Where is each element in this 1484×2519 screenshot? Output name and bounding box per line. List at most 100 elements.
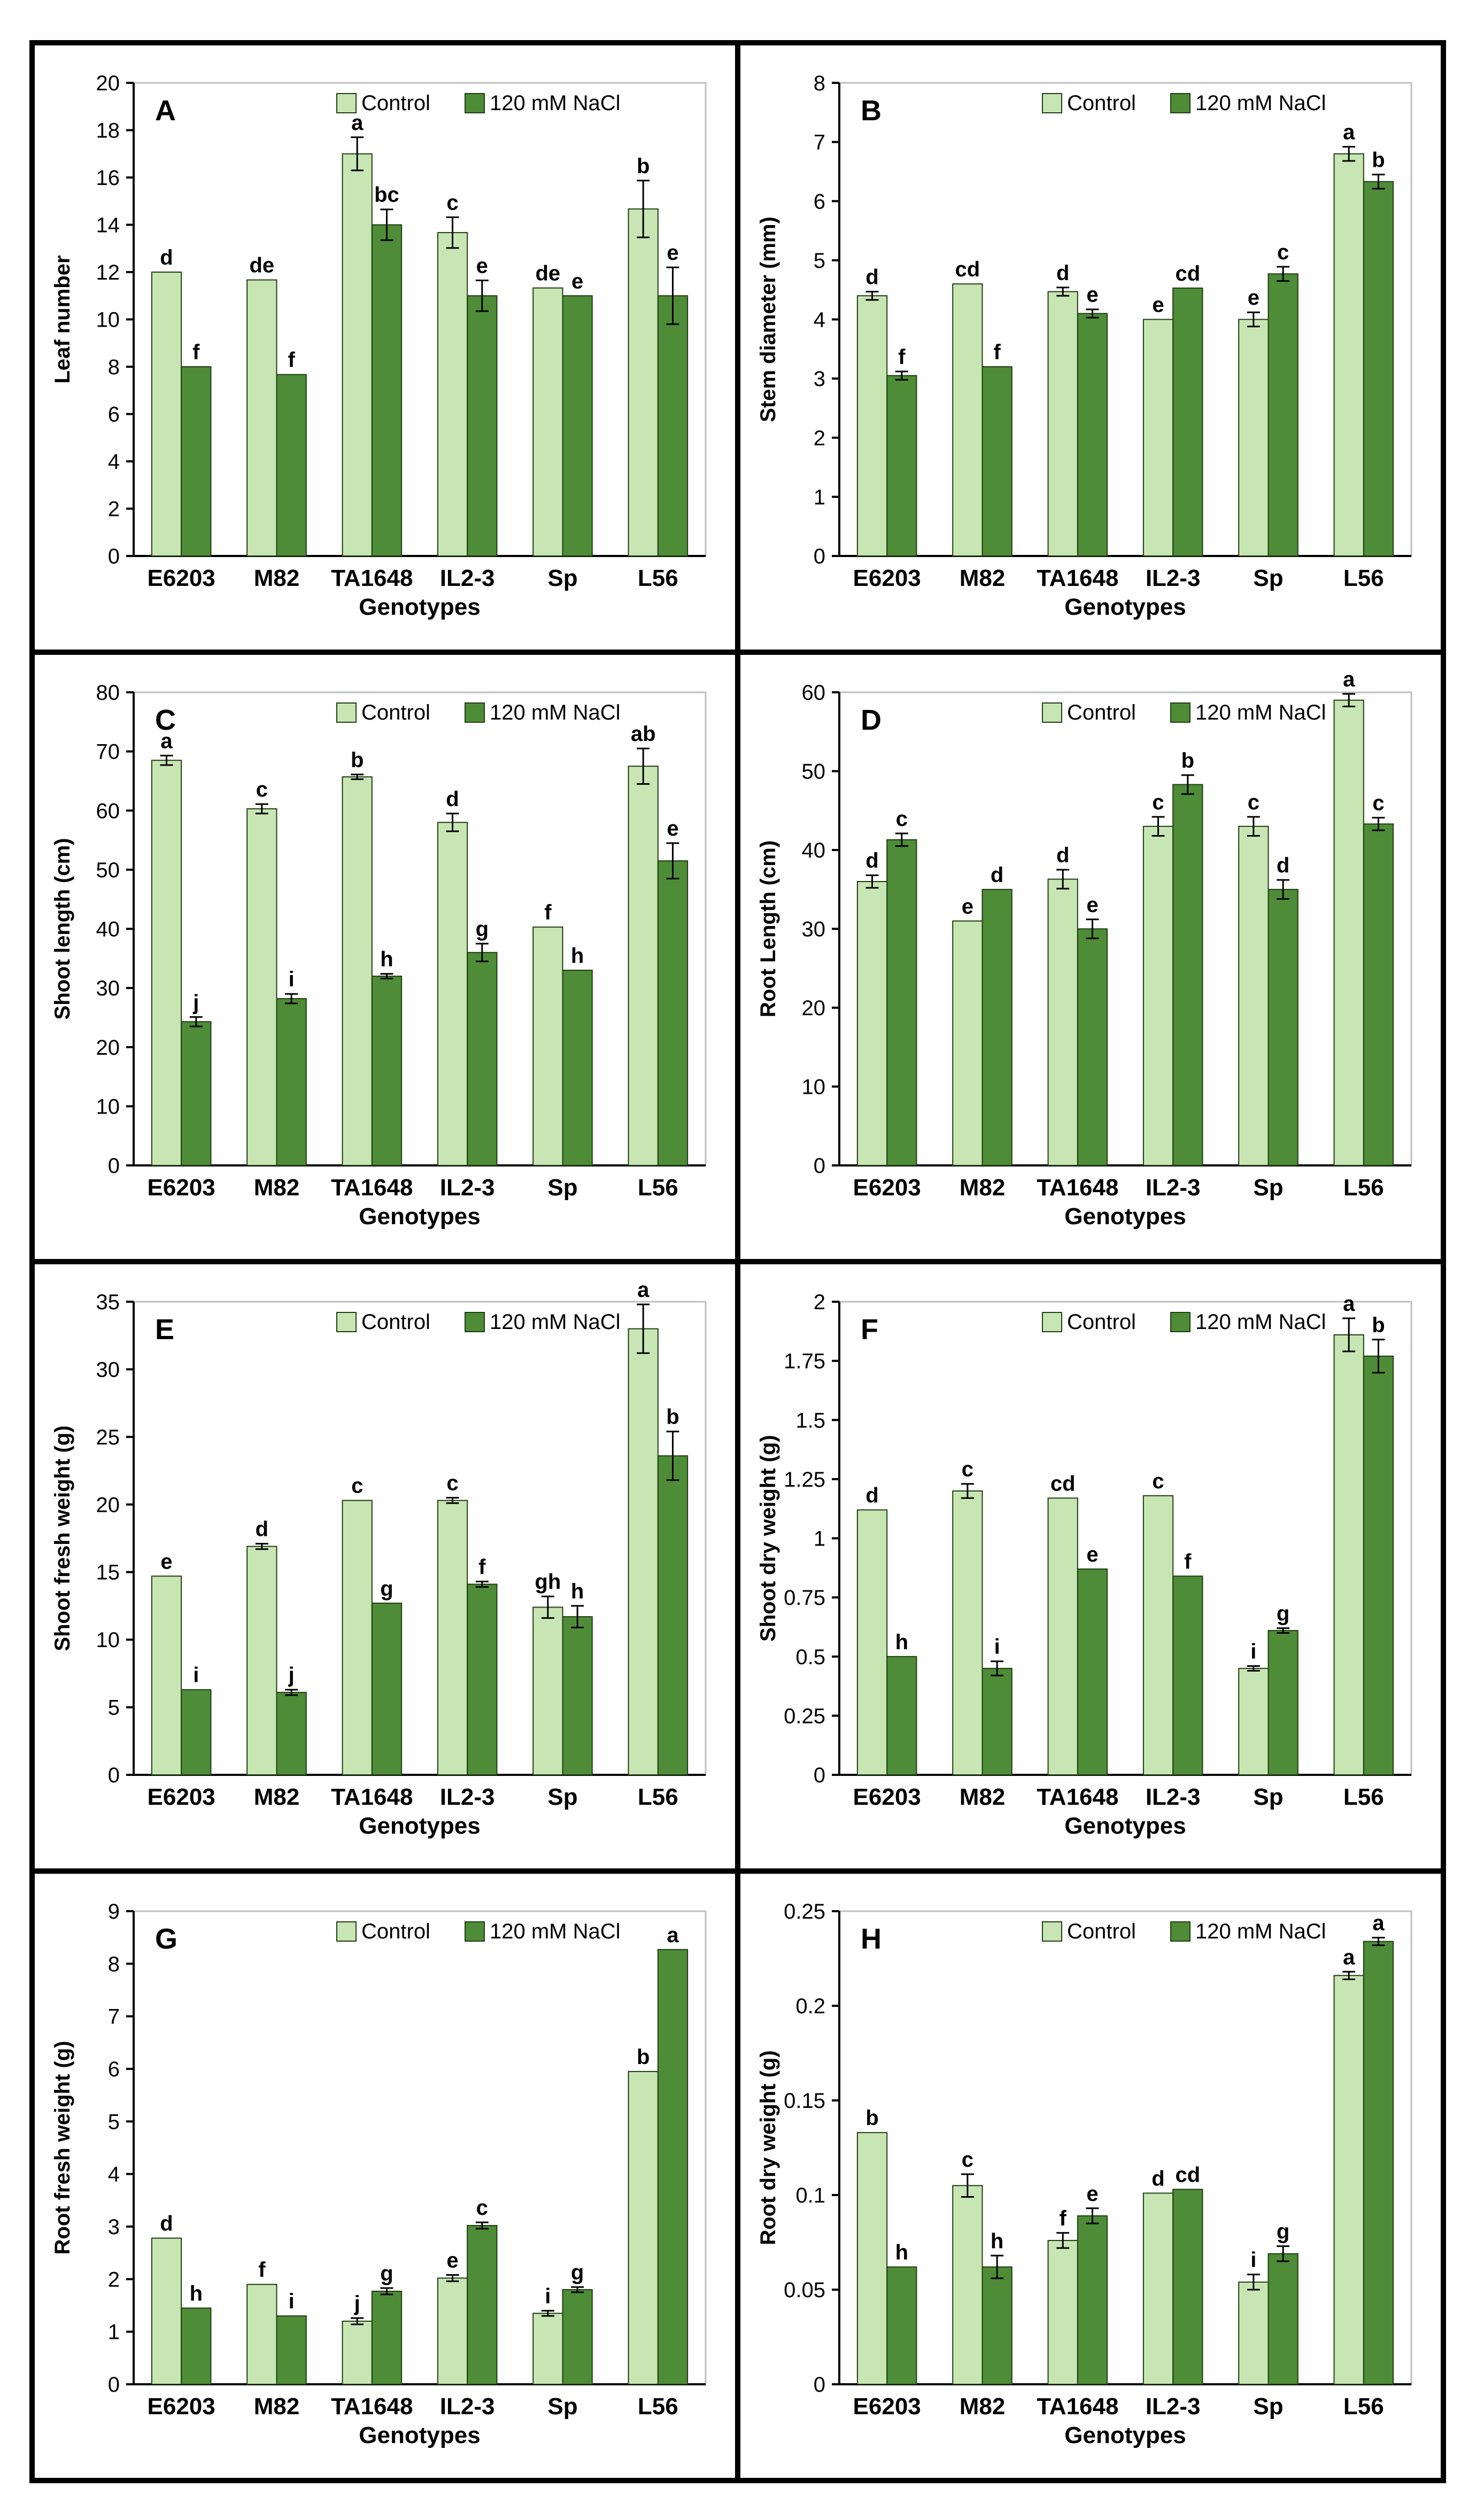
bar-control: [1333, 1334, 1364, 1775]
x-tick-label: E6203: [148, 565, 215, 591]
plot-area: [838, 1910, 1412, 2385]
significance-letter: j: [288, 1664, 295, 1687]
legend-control-label: Control: [361, 91, 430, 115]
significance-letter: e: [160, 1550, 172, 1573]
plot-area: [133, 1910, 707, 2385]
significance-letter: d: [865, 266, 878, 289]
y-tick-label: 5: [814, 249, 825, 273]
y-tick-label: 5: [108, 1696, 120, 1720]
bar-salt: [1172, 784, 1203, 1166]
bar-control: [1047, 291, 1078, 557]
y-axis-label: Shoot dry weight (g): [756, 1435, 780, 1642]
bar-salt: [467, 952, 498, 1166]
bar-salt: [371, 976, 403, 1166]
significance-letter: h: [991, 2229, 1003, 2253]
legend-control-label: Control: [1067, 1310, 1136, 1334]
y-tick-label: 1: [814, 1527, 825, 1551]
panel-G: 0 1 2 3 4 5 6 7 8 9 Root fresh weight (g) G Control 1…: [32, 1900, 738, 2483]
bar-control: [246, 1546, 277, 1775]
y-tick-label: 40: [802, 839, 826, 862]
significance-letter: d: [865, 849, 878, 872]
x-tick-label: TA1648: [1037, 565, 1118, 591]
bar-control: [1142, 319, 1174, 557]
significance-letter: e: [476, 254, 488, 277]
significance-letter: e: [446, 2248, 458, 2272]
x-tick-label: IL2-3: [440, 565, 495, 591]
significance-letter: g: [380, 1577, 393, 1601]
bar-control: [437, 2277, 468, 2385]
bar-control: [342, 2321, 373, 2385]
significance-letter: h: [190, 2282, 203, 2305]
bar-salt: [1077, 313, 1108, 557]
panel-letter: G: [155, 1923, 177, 1955]
y-axis-label: Root fresh weight (g): [51, 2041, 74, 2255]
bar-control: [1238, 319, 1269, 557]
legend-salt-swatch: [1170, 1921, 1191, 1942]
panel-B: 0 1 2 3 4 5 6 7 8 Stem diameter (mm) B Control 120 m…: [738, 72, 1443, 655]
bar-control: [151, 272, 182, 557]
significance-letter: c: [1152, 791, 1164, 814]
bar-salt: [276, 998, 307, 1166]
y-tick-label: 9: [108, 1900, 120, 1923]
legend-control-swatch: [336, 702, 357, 723]
legend-control-label: Control: [361, 1920, 430, 1943]
bar-salt: [1077, 928, 1108, 1166]
significance-letter: bc: [374, 183, 399, 207]
significance-letter: g: [380, 2262, 393, 2285]
legend-salt-swatch: [1170, 93, 1191, 113]
significance-letter: e: [1086, 283, 1098, 307]
bar-salt: [1267, 2253, 1299, 2385]
significance-letter: h: [895, 1631, 908, 1654]
significance-letter: d: [256, 1518, 268, 1541]
significance-letter: c: [351, 1474, 363, 1498]
y-tick-label: 20: [96, 72, 120, 95]
y-tick-label: 20: [802, 996, 826, 1020]
significance-letter: e: [1086, 2182, 1098, 2206]
y-tick-label: 0.05: [784, 2278, 825, 2302]
x-tick-label: TA1648: [1037, 1784, 1118, 1810]
y-tick-label: 0: [108, 2373, 120, 2397]
bar-salt: [1077, 2215, 1108, 2385]
bar-control: [952, 1490, 983, 1775]
bar-control: [342, 776, 373, 1166]
bar-control: [1333, 699, 1364, 1166]
x-tick-label: L56: [1343, 2393, 1384, 2420]
significance-letter: b: [637, 2045, 650, 2069]
significance-letter: a: [1343, 120, 1355, 144]
legend-control-swatch: [336, 1312, 357, 1332]
x-tick-label: Sp: [547, 1784, 577, 1810]
x-tick-label: TA1648: [1037, 1174, 1118, 1201]
legend-salt-label: 120 mM NaCl: [1195, 1310, 1326, 1334]
bar-control: [1238, 825, 1269, 1166]
panel-letter: F: [861, 1313, 878, 1346]
legend-salt-swatch: [465, 93, 485, 113]
x-tick-label: L56: [1343, 565, 1384, 591]
significance-letter: e: [667, 817, 678, 840]
x-tick-label: E6203: [148, 1174, 215, 1201]
significance-letter: c: [896, 807, 908, 831]
x-tick-label: E6203: [853, 2393, 921, 2420]
legend-control-swatch: [1042, 1921, 1062, 1942]
bar-control: [952, 920, 983, 1166]
y-tick-label: 10: [96, 1095, 120, 1118]
panel-letter: D: [861, 704, 882, 736]
x-tick-label: IL2-3: [1146, 1784, 1201, 1810]
significance-letter: cd: [1050, 1472, 1076, 1495]
bar-control: [437, 1500, 468, 1775]
significance-letter: f: [1060, 2207, 1067, 2230]
y-tick-label: 1.5: [795, 1409, 825, 1432]
panel-F: 0 0.25 0.5 0.75 1 1.25 1.5 1.75 2 Shoot dry weigh…: [738, 1291, 1443, 1874]
x-axis-label: Genotypes: [359, 594, 480, 620]
y-tick-label: 3: [108, 2215, 120, 2239]
bar-salt: [1172, 287, 1203, 557]
bar-control: [151, 760, 182, 1166]
significance-letter: d: [991, 863, 1003, 887]
significance-letter: h: [380, 948, 393, 971]
significance-letter: b: [1372, 1313, 1385, 1337]
bar-salt: [1363, 1941, 1394, 2385]
bar-salt: [1363, 823, 1394, 1166]
y-tick-label: 8: [108, 356, 120, 379]
y-tick-label: 0.25: [784, 1704, 825, 1728]
significance-letter: f: [1184, 1550, 1192, 1573]
significance-letter: ab: [631, 722, 656, 746]
